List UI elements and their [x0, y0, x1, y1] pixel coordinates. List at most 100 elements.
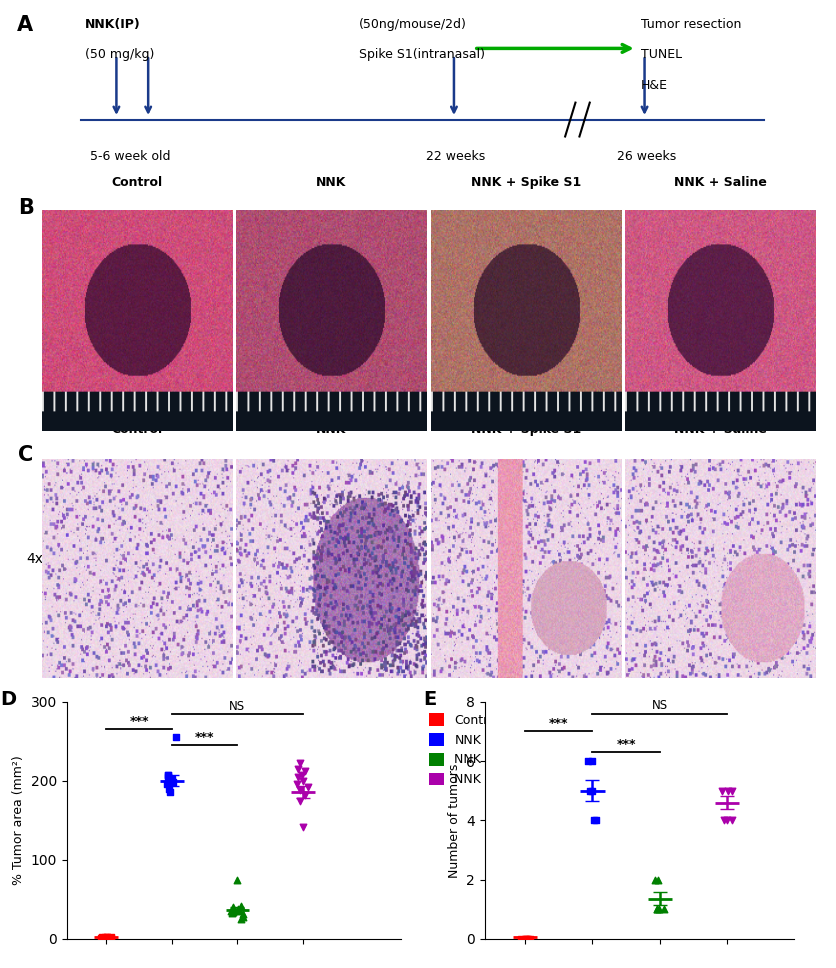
Point [721, 812, 734, 828]
Point [650, 901, 663, 917]
Point [523, 931, 537, 947]
Text: 26 weeks: 26 weeks [617, 150, 676, 163]
Text: (50 mg/kg): (50 mg/kg) [84, 48, 154, 61]
Point [290, 776, 303, 792]
Point [514, 931, 528, 947]
Point [521, 931, 534, 947]
Point [235, 912, 248, 927]
Text: (50ng/mouse/2d): (50ng/mouse/2d) [359, 17, 466, 31]
Point [237, 907, 250, 923]
Point [293, 782, 307, 798]
Text: NNK(IP): NNK(IP) [84, 17, 140, 31]
Point [104, 929, 118, 945]
Text: 4x: 4x [26, 552, 43, 566]
Point [296, 773, 309, 789]
Point [232, 903, 246, 919]
Point [95, 929, 109, 945]
Text: NNK + Saline: NNK + Saline [674, 423, 767, 436]
Text: NNK + Saline: NNK + Saline [674, 176, 767, 189]
Point [166, 771, 179, 787]
Point [100, 929, 114, 945]
Point [715, 783, 728, 799]
Text: NNK: NNK [316, 176, 347, 189]
Point [102, 930, 115, 946]
Point [291, 770, 304, 785]
Point [725, 783, 738, 799]
Point [161, 768, 175, 783]
Point [293, 756, 307, 771]
Point [717, 812, 731, 828]
Y-axis label: Number of tumors: Number of tumors [448, 763, 461, 878]
Point [163, 784, 176, 800]
Text: 22 weeks: 22 weeks [426, 150, 486, 163]
Text: NNK: NNK [316, 423, 347, 436]
Text: D: D [0, 690, 16, 709]
Point [234, 898, 247, 914]
Point [586, 783, 599, 799]
Point [100, 929, 114, 945]
Text: Tumor resection: Tumor resection [640, 17, 741, 31]
Point [230, 872, 243, 888]
Point [291, 761, 304, 776]
Point [166, 774, 180, 790]
Text: Control: Control [111, 423, 163, 436]
Point [162, 781, 176, 797]
Text: TUNEL: TUNEL [640, 48, 681, 61]
Text: H&E: H&E [640, 78, 668, 92]
Point [227, 899, 240, 915]
Point [227, 904, 240, 920]
Point [298, 787, 312, 802]
Point [161, 770, 175, 785]
Point [162, 770, 176, 785]
Point [164, 773, 177, 789]
Point [231, 901, 244, 917]
Point [518, 931, 532, 947]
Point [225, 903, 238, 919]
Point [650, 901, 664, 917]
Point [652, 872, 665, 888]
Point [104, 930, 118, 946]
Point [98, 929, 111, 945]
Point [104, 930, 117, 946]
Text: NNK + Spike S1: NNK + Spike S1 [471, 423, 581, 436]
Text: NS: NS [651, 700, 668, 712]
Y-axis label: % Tumor area (mm²): % Tumor area (mm²) [13, 755, 25, 886]
Point [725, 812, 738, 828]
Point [588, 812, 601, 828]
Point [237, 909, 250, 924]
Point [162, 773, 176, 789]
Text: ***: *** [549, 717, 568, 730]
Text: Spike S1(intranasal): Spike S1(intranasal) [359, 48, 485, 61]
Text: C: C [18, 445, 33, 466]
Point [589, 812, 603, 828]
Point [298, 764, 312, 779]
Point [649, 872, 662, 888]
Point [586, 753, 599, 769]
Point [170, 730, 183, 745]
Text: ***: *** [195, 731, 214, 743]
Text: ***: *** [616, 738, 636, 751]
Text: NNK + Spike S1: NNK + Spike S1 [471, 176, 581, 189]
Point [94, 930, 108, 946]
Point [102, 930, 115, 946]
Point [161, 776, 174, 792]
Text: 5-6 week old: 5-6 week old [90, 150, 171, 163]
Point [302, 779, 315, 795]
Point [521, 931, 534, 947]
Point [295, 767, 308, 782]
Point [657, 901, 670, 917]
Point [519, 931, 533, 947]
Point [225, 905, 238, 921]
Text: A: A [17, 15, 33, 35]
Point [584, 783, 597, 799]
Legend: Control, NNK, NNK + Spike S1, NNK + Saline: Control, NNK, NNK + Spike S1, NNK + Sali… [424, 708, 558, 791]
Point [721, 783, 735, 799]
Point [293, 794, 307, 809]
Text: B: B [18, 198, 34, 219]
Point [96, 930, 110, 946]
Text: E: E [423, 690, 436, 709]
Point [581, 753, 594, 769]
Text: Control: Control [111, 176, 163, 189]
Point [161, 768, 174, 783]
Text: ***: *** [130, 715, 149, 728]
